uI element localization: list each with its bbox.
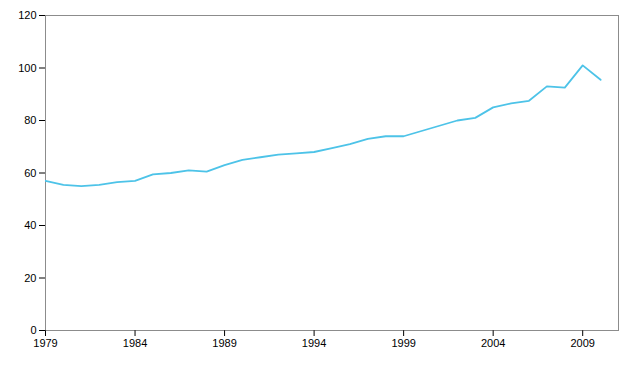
svg-text:0: 0 bbox=[30, 324, 36, 336]
svg-text:100: 100 bbox=[18, 62, 36, 74]
svg-text:20: 20 bbox=[24, 272, 36, 284]
svg-text:1984: 1984 bbox=[123, 337, 147, 349]
svg-text:2004: 2004 bbox=[481, 337, 505, 349]
svg-text:1999: 1999 bbox=[391, 337, 415, 349]
svg-text:2009: 2009 bbox=[570, 337, 594, 349]
svg-text:60: 60 bbox=[24, 167, 36, 179]
svg-text:1989: 1989 bbox=[212, 337, 236, 349]
svg-text:120: 120 bbox=[18, 9, 36, 21]
svg-text:1979: 1979 bbox=[33, 337, 57, 349]
svg-text:40: 40 bbox=[24, 219, 36, 231]
svg-text:80: 80 bbox=[24, 114, 36, 126]
svg-text:1994: 1994 bbox=[302, 337, 326, 349]
